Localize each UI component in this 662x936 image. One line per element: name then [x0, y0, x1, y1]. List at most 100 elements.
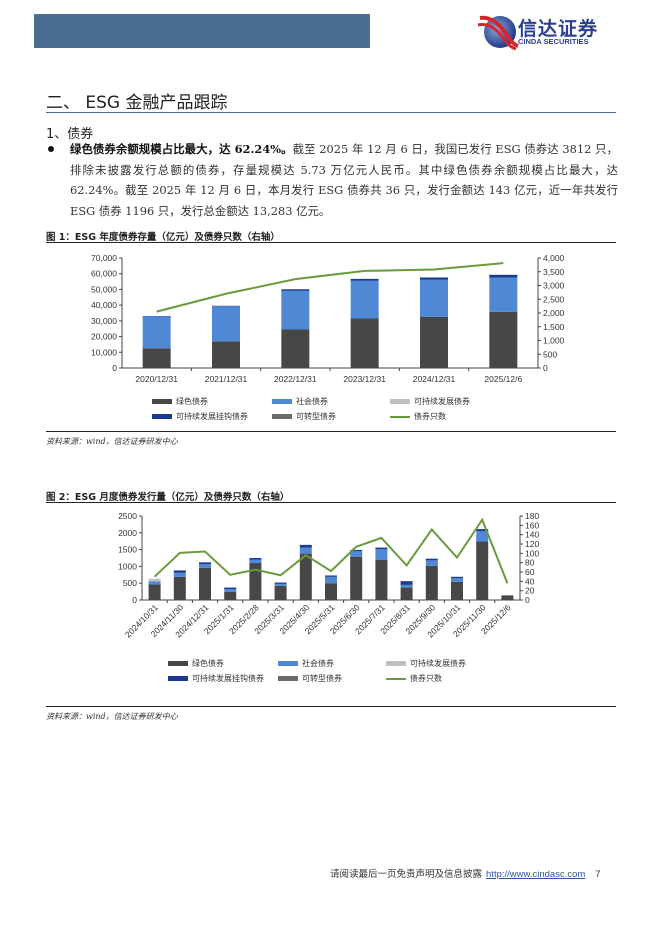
- bar-segment: [249, 558, 262, 560]
- bar-segment: [420, 279, 448, 317]
- left-axis-tick: 70,000: [91, 253, 117, 263]
- bar-segment: [501, 595, 514, 596]
- figure1-chart: 0 10,000 20,000 30,000 40,000 50,000 60,000 70,…: [91, 253, 565, 384]
- bar-segment: [476, 531, 489, 542]
- section-title: 二、 ESG 金融产品跟踪: [46, 93, 228, 113]
- left-axis-tick: 2500: [118, 511, 137, 521]
- bar-segment: [274, 585, 287, 600]
- bar-segment: [489, 274, 518, 278]
- legend-sustainable-bond: 可持续发展债券: [390, 396, 470, 407]
- bar-segment: [199, 562, 211, 565]
- page-footer: 请阅读最后一页免责声明及信息披露 http://www.cindasc.com 7: [330, 866, 601, 880]
- legend-label: 债券只数: [410, 674, 442, 683]
- right-axis-tick: 1,500: [543, 322, 565, 332]
- left-axis-tick: 1500: [118, 545, 137, 555]
- paragraph-body: 截至 2025 年 12 月 6 日，我国已发行 ESG 债券达 3812 只，…: [70, 142, 618, 218]
- left-axis-tick: 0: [112, 363, 117, 373]
- right-axis-tick: 3,500: [543, 267, 565, 277]
- right-axis-tick: 40: [525, 576, 535, 586]
- figure2-rule: [46, 502, 616, 503]
- legend-label: 可持续发展挂钩债券: [176, 412, 248, 421]
- bar-segment: [281, 290, 310, 330]
- swatch-linked-bond: [152, 414, 172, 419]
- bar-segment: [350, 551, 363, 557]
- bar-segment: [476, 529, 489, 532]
- category-label: 2024/12/31: [413, 374, 456, 384]
- bar-segment: [400, 587, 413, 600]
- right-axis-tick: 500: [543, 349, 557, 359]
- brand-name-en: CINDA SECURITIES: [518, 37, 589, 46]
- bar-segment: [281, 289, 310, 291]
- swatch-count-line: [386, 677, 406, 680]
- bar-segment: [299, 553, 312, 600]
- bar-segment: [142, 348, 171, 368]
- page-number: 7: [595, 869, 601, 880]
- bar-segment: [400, 584, 413, 588]
- right-axis-tick: 20: [525, 586, 535, 596]
- swatch-sustainable-bond: [390, 399, 410, 404]
- legend-linked-bond: 可持续发展挂钩债券: [152, 411, 248, 422]
- figure2-source: 资料来源：wind，信达证券研发中心: [46, 712, 178, 721]
- bar-segment: [501, 595, 514, 600]
- right-axis-tick: 140: [525, 530, 539, 540]
- right-axis-tick: 60: [525, 567, 535, 577]
- bar-segment: [350, 556, 363, 600]
- right-axis-tick: 180: [525, 511, 539, 521]
- bar-segment: [173, 572, 186, 577]
- bar-segment: [350, 318, 379, 368]
- right-axis-tick: 1,000: [543, 336, 565, 346]
- swatch-linked-bond: [168, 676, 188, 681]
- bar-segment: [199, 564, 211, 568]
- figure1-source: 资料来源：wind，信达证券研发中心: [46, 437, 178, 446]
- left-axis-tick: 2000: [118, 528, 137, 538]
- bar-segment: [212, 305, 240, 307]
- legend-social-bond: 社会债券: [278, 658, 334, 669]
- disclaimer-text: 请阅读最后一页免责声明及信息披露: [330, 869, 483, 880]
- right-axis-tick: 2,000: [543, 308, 565, 318]
- left-axis-tick: 10,000: [91, 347, 117, 357]
- brand-name-cn: 信达证券: [518, 18, 599, 40]
- header-bar: [34, 14, 370, 48]
- category-label: 2023/12/31: [343, 374, 386, 384]
- bullet-icon: [48, 146, 54, 152]
- left-axis-tick: 60,000: [91, 269, 117, 279]
- bar-segment: [299, 547, 312, 554]
- figure2-bottom-rule: [46, 706, 616, 707]
- swatch-green-bond: [168, 661, 188, 666]
- right-axis-tick: 100: [525, 548, 539, 558]
- bar-segment: [350, 278, 379, 281]
- bar-segment: [375, 549, 388, 560]
- right-axis-tick: 160: [525, 520, 539, 530]
- bar-segment: [224, 587, 237, 590]
- right-axis-tick: 2,500: [543, 294, 565, 304]
- bar-segment: [451, 581, 463, 600]
- legend-linked-bond: 可持续发展挂钩债券: [168, 673, 264, 684]
- legend-count: 债券只数: [390, 411, 446, 422]
- legend-label: 绿色债券: [192, 659, 224, 668]
- bar-segment: [148, 581, 161, 585]
- bar-segment: [425, 565, 438, 600]
- legend-label: 可转型债券: [296, 412, 336, 421]
- category-label: 2025/12/6: [484, 374, 522, 384]
- figure1-title: 图 1：ESG 年度债券存量（亿元）及债券只数（右轴）: [46, 232, 280, 243]
- bar-segment: [199, 567, 211, 600]
- legend-label: 社会债券: [296, 397, 328, 406]
- bar-segment: [375, 547, 388, 550]
- legend-social-bond: 社会债券: [272, 396, 328, 407]
- figure2-chart: 0500100015002000250002040608010012014016…: [118, 511, 539, 639]
- legend-transition-bond: 可转型债券: [272, 411, 336, 422]
- bar-segment: [420, 277, 448, 280]
- bar-segment: [249, 559, 262, 564]
- bar-segment: [325, 575, 337, 577]
- legend-label: 债券只数: [414, 412, 446, 421]
- bar-segment: [142, 316, 171, 349]
- bar-segment: [299, 544, 312, 548]
- bar-segment: [224, 591, 237, 600]
- left-axis-tick: 20,000: [91, 332, 117, 342]
- right-axis-tick: 80: [525, 558, 535, 568]
- bar-segment: [281, 329, 310, 368]
- bar-segment: [212, 341, 240, 368]
- swatch-social-bond: [278, 661, 298, 666]
- website-link[interactable]: http://www.cindasc.com: [486, 869, 586, 880]
- bar-segment: [425, 560, 438, 566]
